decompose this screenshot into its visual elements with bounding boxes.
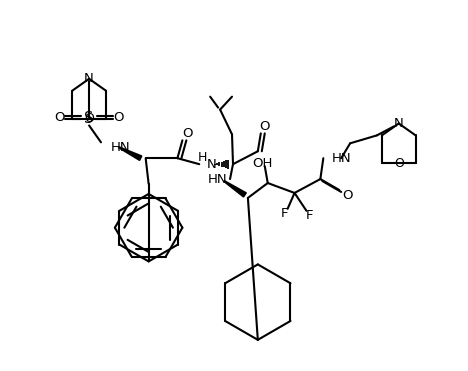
Polygon shape <box>119 147 142 160</box>
Text: O: O <box>182 127 193 140</box>
Text: H: H <box>198 151 207 164</box>
Text: O: O <box>260 120 270 133</box>
Text: OH: OH <box>253 157 273 170</box>
Text: O: O <box>84 112 94 125</box>
Text: O: O <box>114 111 124 124</box>
Text: HN: HN <box>111 141 131 154</box>
Text: HN: HN <box>331 152 351 165</box>
Polygon shape <box>224 181 246 197</box>
Text: S: S <box>84 111 94 126</box>
Text: O: O <box>54 111 65 124</box>
Text: N: N <box>394 117 403 130</box>
Text: N: N <box>84 72 94 85</box>
Text: HN: HN <box>207 173 227 186</box>
Text: F: F <box>281 207 288 220</box>
Text: O: O <box>342 190 352 203</box>
Text: N: N <box>207 158 217 171</box>
Text: F: F <box>306 209 313 222</box>
Text: O: O <box>394 157 404 170</box>
